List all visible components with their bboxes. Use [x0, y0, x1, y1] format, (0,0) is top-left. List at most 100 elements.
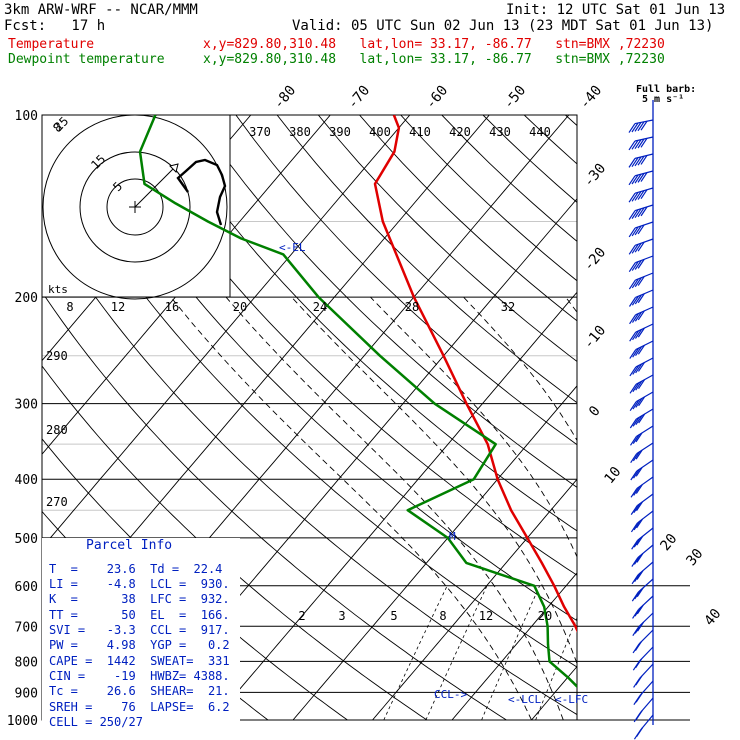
parcel-info-row: TT = 50 EL = 166.: [49, 608, 230, 622]
ccl-marker: CCL->: [434, 688, 467, 701]
wind-barb-flag: [635, 658, 643, 669]
wind-barb-flag: [634, 242, 642, 253]
wind-barb-shaft: [636, 459, 654, 472]
mixing-ratio-label: 12: [479, 609, 493, 623]
wind-barb-flag: [634, 606, 642, 617]
mixing-ratio-line: [649, 586, 697, 720]
wind-barb-flag: [637, 121, 645, 132]
dry-adiabat-line: [42, 215, 577, 716]
wind-barb-flag: [632, 451, 640, 462]
wind-barb-flag: [629, 331, 637, 342]
isotherm-label: -60: [423, 83, 452, 113]
parcel-info-row: CELL = 250/27: [49, 715, 143, 729]
wind-barb-flag: [631, 191, 639, 202]
wind-barb-flag: [638, 379, 646, 389]
moist-adiabat-line: [565, 296, 577, 314]
isotherm-label: -80: [271, 83, 300, 113]
wind-barb: [631, 544, 654, 567]
wind-barb-flag: [629, 314, 637, 325]
parcel-info-title: Parcel Info: [86, 538, 173, 553]
wind-barb: [633, 680, 654, 706]
hodograph-trace: [176, 158, 227, 226]
dry-adiabat-line: [276, 115, 577, 404]
dry-adiabat-line: [235, 115, 577, 446]
isotherm-line: [611, 115, 740, 720]
wind-barb: [631, 578, 654, 602]
wind-barb-flag: [633, 520, 641, 531]
wind-barb: [628, 187, 654, 203]
temperature-legend-label: Temperature: [8, 37, 95, 52]
parcel-info-panel: Parcel Info T = 23.6 Td = 22.4 LI = -4.8…: [42, 538, 240, 734]
wind-barb-flag: [632, 347, 640, 358]
wind-barb-flag: [632, 626, 640, 637]
wind-barb: [630, 493, 654, 515]
isotherm-label: -70: [345, 83, 374, 113]
wind-barb-flag: [631, 313, 639, 323]
wind-barb-flag: [633, 468, 641, 479]
wind-barb-flag: [631, 139, 639, 150]
wind-barb-flag: [634, 311, 642, 322]
wind-barb-flag: [634, 572, 642, 583]
wind-barb-flag: [637, 293, 645, 304]
wind-barb-flag: [637, 310, 645, 321]
wind-barb-flag: [628, 158, 636, 168]
parcel-info-row: SVI = -3.3 CCL = 917.: [49, 623, 230, 637]
valid-time: Valid: 05 UTC Sun 02 Jun 13 (23 MDT Sat …: [292, 18, 714, 34]
wind-barb: [632, 646, 654, 671]
pressure-tick-label: 400: [15, 473, 38, 488]
wind-barb-flag: [629, 401, 637, 411]
wind-barb-flag: [631, 243, 639, 254]
wind-barb-flag: [636, 535, 644, 546]
wind-barb-flag: [635, 432, 643, 443]
wind-barb: [629, 357, 654, 377]
mixing-ratio-line: [425, 585, 488, 720]
wind-barb: [628, 255, 654, 273]
mixing-ratio-line: [584, 586, 636, 720]
wind-barb-flag: [637, 344, 645, 355]
wind-barb-flag: [634, 225, 642, 236]
wind-barb-flag: [638, 396, 646, 407]
theta-label: 410: [409, 125, 431, 139]
isotherm-label: 30: [683, 546, 706, 569]
hodograph-ring: [42, 114, 228, 300]
wind-barb-flag: [632, 330, 640, 341]
wind-barb-flag: [634, 191, 642, 201]
isotherm-line: [42, 115, 252, 362]
dry-adiabat-line: [153, 115, 577, 532]
wind-barb-flag: [634, 589, 642, 600]
wind-barb-flag: [631, 122, 639, 133]
wind-barb-flag: [632, 643, 640, 654]
pressure-tick-label: 300: [15, 398, 38, 413]
wind-barb: [628, 221, 654, 238]
wind-barb-flag: [637, 276, 645, 286]
wind-barb-flag: [635, 501, 643, 512]
isotherm-label: 20: [657, 531, 680, 554]
theta-side-label: 280: [46, 423, 68, 437]
isotherm-line: [42, 115, 331, 455]
wind-barb: [629, 323, 654, 342]
wind-barb-flag: [629, 418, 637, 429]
moist-adiabat-line: [170, 296, 532, 720]
wind-barb-flag: [633, 555, 641, 565]
parcel-info-row: LI = -4.8 LCL = 930.: [49, 577, 230, 591]
wind-barb-flag: [631, 226, 639, 237]
wind-barb-flag: [631, 295, 639, 306]
wind-barb-flag: [634, 173, 642, 184]
wind-barb-flag: [635, 466, 643, 477]
hodo-speed-label: 12: [111, 300, 125, 314]
wind-barb-flag: [634, 277, 642, 288]
isotherm-label: -10: [581, 323, 610, 353]
wind-barb-flag: [637, 155, 645, 166]
el-marker: <-EL: [279, 241, 306, 254]
dry-adiabat-line: [441, 115, 577, 242]
wind-barb-flag: [631, 157, 639, 167]
wind-barb-flag: [628, 279, 636, 290]
dry-adiabat-line: [689, 115, 740, 720]
wind-barb: [629, 306, 654, 325]
wind-barb-flag: [640, 206, 648, 217]
wind-barb-flag: [632, 399, 640, 410]
wind-barb-flag: [634, 156, 642, 167]
wind-barb: [629, 408, 654, 429]
isotherm-line: [213, 291, 577, 720]
